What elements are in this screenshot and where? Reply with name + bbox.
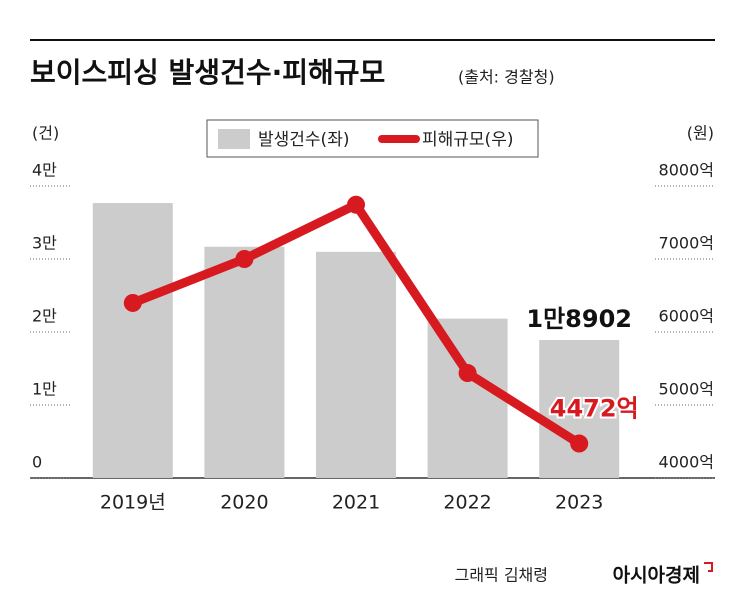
x-tick-label: 2022 [443,492,491,514]
x-tick-label: 2019년 [100,492,166,514]
x-tick-label: 2023 [555,492,603,514]
y-tick-label: 4만 [32,161,57,180]
y-axis-label: (건) [32,124,59,143]
y2-tick-label: 7000억 [659,234,714,253]
y-tick-label: 3만 [32,234,57,253]
line-point [458,364,477,383]
publisher: 아시아경제 [613,565,700,587]
bar [427,318,508,478]
y2-tick-label: 4000억 [659,453,714,472]
y2-axis-label: (원) [687,124,714,143]
y2-tick-label: 5000억 [659,380,714,399]
x-tick-label: 2021 [332,492,380,514]
line-point [347,195,365,214]
y-tick-label: 1만 [32,380,57,399]
chart-subtitle: (출처: 경찰청) [458,68,555,87]
y2-tick-label: 8000억 [659,161,714,180]
y-tick-label: 2만 [32,307,57,326]
legend-label: 피해규모(우) [422,130,513,150]
line-point [570,434,589,453]
bar [539,340,620,478]
credit: 그래픽 김채령 [455,566,548,585]
bar [316,251,396,478]
chart-title: 보이스피싱 발생건수·피해규모 [30,56,385,89]
y-tick-label: 0 [32,453,42,472]
legend-swatch [218,129,250,149]
y2-tick-label: 6000억 [659,307,714,326]
line-point [235,250,254,268]
bar [92,203,173,479]
publisher-logo [704,562,713,572]
legend-label: 발생건수(좌) [258,130,349,150]
legend-box [206,119,539,158]
value-label: 1만8902 [526,305,632,333]
line-point [123,293,142,312]
value-label: 4472억 [550,395,639,423]
bar [204,246,285,478]
x-tick-label: 2020 [220,492,268,514]
